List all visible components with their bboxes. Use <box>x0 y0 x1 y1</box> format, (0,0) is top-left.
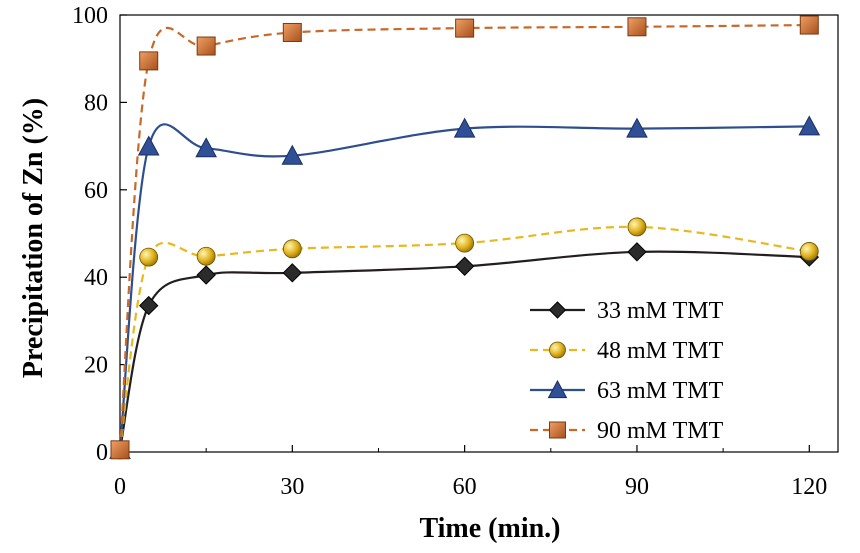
y-tick-label: 20 <box>84 353 108 379</box>
legend-marker <box>549 341 566 359</box>
data-point-series-4 <box>455 18 475 38</box>
data-point-series-4 <box>627 17 647 37</box>
plot-frame <box>119 14 839 453</box>
data-point-series-1 <box>627 242 647 262</box>
data-point-series-2 <box>139 247 159 267</box>
x-axis-ticks: 0 30 60 90 120 <box>114 445 827 500</box>
legend-marker <box>548 301 567 319</box>
data-point-series-2 <box>627 217 647 237</box>
x-tick-label: 60 <box>453 474 477 500</box>
data-point-series-2 <box>196 246 216 266</box>
data-point-series-2 <box>455 233 475 253</box>
y-tick-label: 100 <box>72 3 108 29</box>
legend-entry-label: 90 mM TMT <box>597 418 724 444</box>
data-point-series-3 <box>281 144 304 165</box>
legend-entry-label: 33 mM TMT <box>597 298 724 324</box>
legend: 33 mM TMT 48 mM TMT 63 mM TMT 90 mM TMT <box>530 298 724 444</box>
data-point-series-1 <box>139 295 159 316</box>
y-tick-label: 80 <box>84 90 108 116</box>
data-point-series-1 <box>196 265 216 285</box>
data-point-series-2 <box>282 239 302 259</box>
y-tick-label: 0 <box>96 440 108 466</box>
data-point-series-2 <box>799 242 819 261</box>
y-tick-label: 40 <box>84 265 108 291</box>
x-tick-label: 0 <box>114 474 126 500</box>
legend-entry-label: 48 mM TMT <box>597 338 724 364</box>
data-point-series-4 <box>799 15 819 35</box>
data-point-series-3 <box>626 117 648 138</box>
x-tick-label: 120 <box>791 474 827 500</box>
data-point-series-4 <box>110 440 130 460</box>
data-point-series-1 <box>454 256 475 276</box>
y-axis-ticks: 0 20 40 60 80 100 <box>72 3 127 466</box>
y-axis-title: Precipitation of Zn (%) <box>18 98 49 378</box>
data-point-series-4 <box>282 22 302 42</box>
data-point-series-3 <box>195 137 217 158</box>
x-tick-label: 90 <box>625 474 649 500</box>
data-point-series-1 <box>282 263 303 283</box>
x-axis-title: Time (min.) <box>419 513 560 544</box>
x-tick-label: 30 <box>280 474 304 500</box>
series-markers <box>109 15 821 460</box>
data-point-series-3 <box>453 117 476 138</box>
y-tick-label: 60 <box>84 178 108 204</box>
data-point-series-4 <box>139 51 159 71</box>
legend-entry-label: 63 mM TMT <box>597 378 724 404</box>
legend-marker <box>547 379 568 399</box>
data-point-series-4 <box>196 36 216 56</box>
legend-marker <box>549 421 566 439</box>
data-point-series-3 <box>137 135 160 156</box>
data-point-series-3 <box>798 115 821 136</box>
